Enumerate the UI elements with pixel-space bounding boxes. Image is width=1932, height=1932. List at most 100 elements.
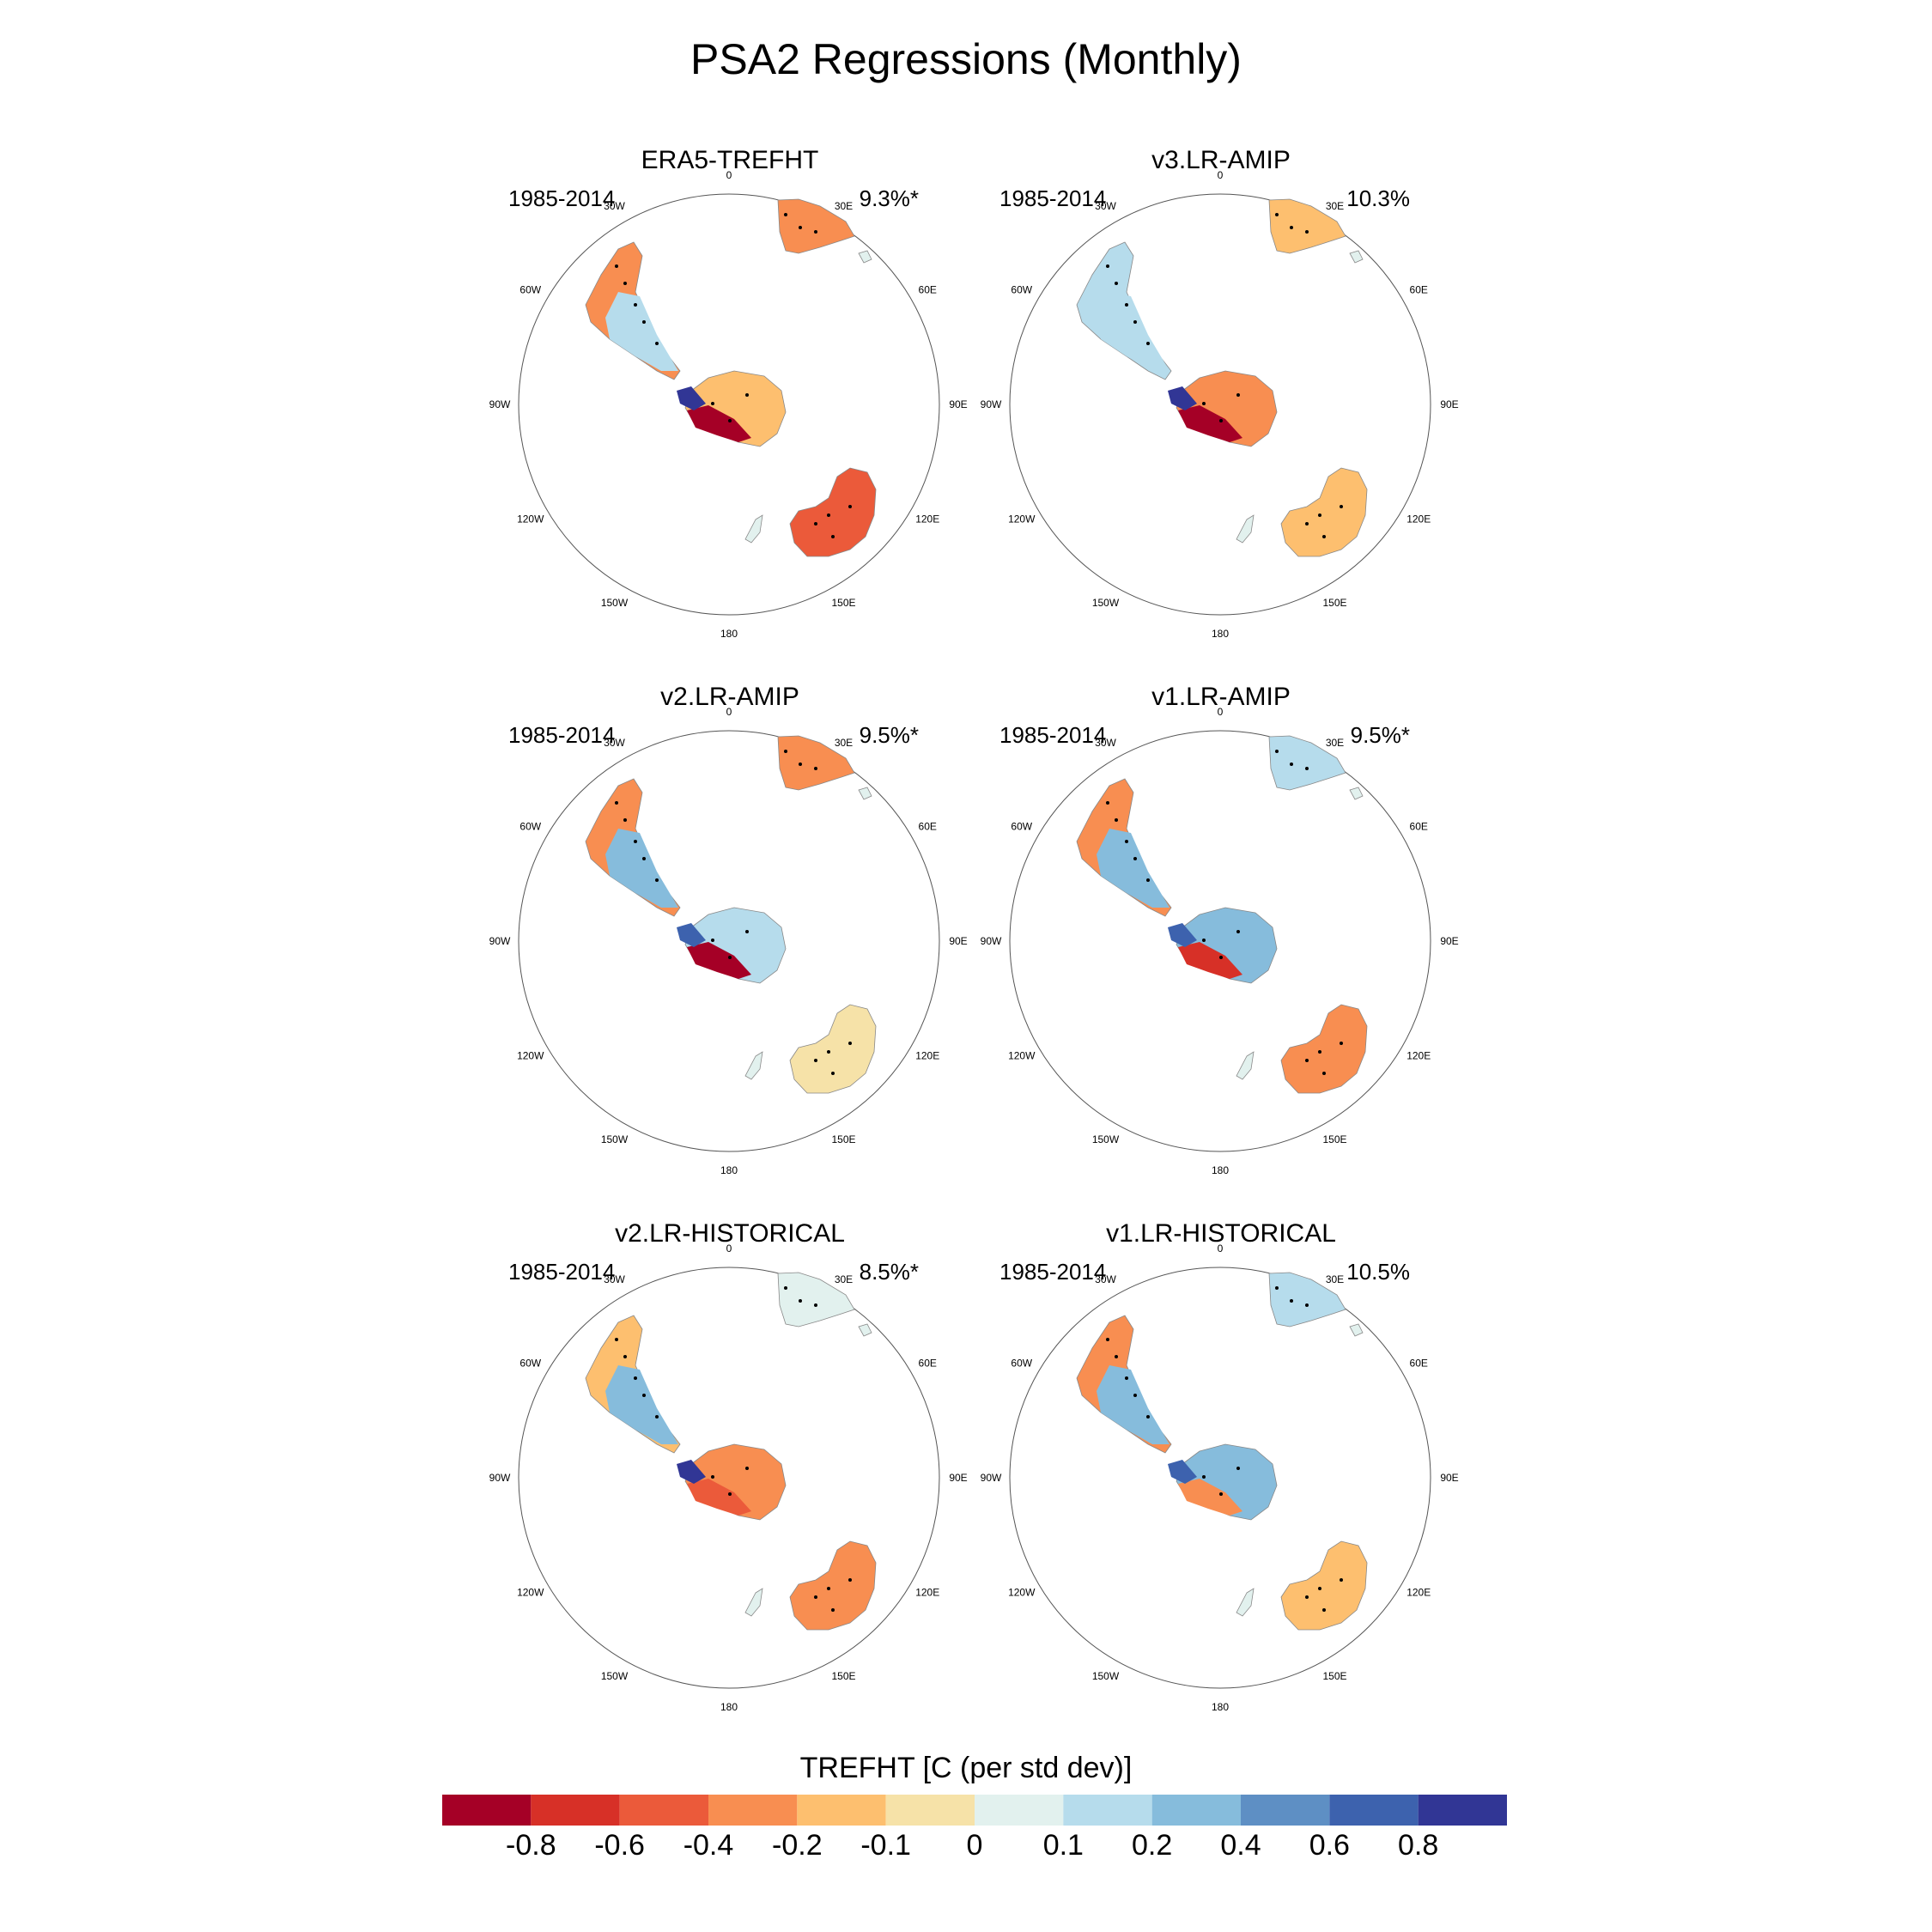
significance-dot (1340, 1578, 1343, 1582)
longitude-label: 90W (981, 935, 1002, 947)
significance-dot (728, 1492, 732, 1496)
significance-dot (1305, 522, 1309, 526)
significance-dot (1106, 1338, 1109, 1341)
significance-dot (642, 1394, 646, 1397)
significance-dot (1275, 1286, 1279, 1290)
significance-dot (728, 956, 732, 959)
panel-years: 1985-2014 (508, 1259, 616, 1285)
significance-dot (615, 801, 618, 805)
longitude-label: 120W (1008, 1050, 1036, 1062)
significance-dot (848, 1042, 852, 1045)
colorbar-swatch (1329, 1795, 1419, 1826)
significance-dot (831, 535, 835, 538)
new-zealand-region (744, 1588, 763, 1617)
longitude-label: 180 (720, 1164, 738, 1176)
longitude-label: 90E (1440, 1472, 1458, 1484)
significance-dot (814, 767, 817, 770)
map-group: 0 30E 60E 90E 120E 150E 180 150W 120W 90W 60W 30W (981, 706, 1459, 1176)
longitude-label: 30W (604, 737, 625, 749)
significance-dot (623, 818, 627, 822)
significance-dot (655, 342, 659, 345)
australia-region (1280, 1004, 1368, 1094)
madagascar-region (858, 1323, 872, 1337)
longitude-label: 0 (726, 1242, 732, 1255)
panel-v3-lr-amip: v3.LR-AMIP 1985-2014 10.3% 0 30E 60E 90E 120… (981, 146, 1461, 644)
longitude-label: 120E (915, 1050, 939, 1062)
west-antarctica-region (687, 405, 751, 442)
significance-dot (1340, 1042, 1343, 1045)
significance-dot (615, 1338, 618, 1341)
polar-map: 0 30E 60E 90E 120E 150E 180 150W 120W 90W 60W 30W (489, 1242, 968, 1713)
significance-dot (1340, 505, 1343, 508)
panel-percent: 10.3% (1346, 185, 1410, 211)
significance-dot (848, 1578, 852, 1582)
australia-region (1280, 467, 1368, 557)
longitude-label: 120W (1008, 513, 1036, 526)
map-group: 0 30E 60E 90E 120E 150E 180 150W 120W 90W 60W 30W (489, 1242, 968, 1713)
colorbar-tick-label: -0.2 (772, 1829, 823, 1862)
colorbar-swatch (1418, 1795, 1507, 1826)
significance-dot (814, 1595, 817, 1599)
antarctic-peninsula-region (677, 1460, 706, 1484)
longitude-label: 150W (1092, 597, 1120, 609)
longitude-label: 0 (1218, 706, 1224, 718)
significance-dot (1125, 1376, 1128, 1380)
longitude-label: 150W (601, 597, 629, 609)
significance-dot (634, 1376, 637, 1380)
colorbar-tick-label: 0 (966, 1829, 983, 1862)
significance-dot (1318, 1587, 1321, 1590)
colorbar-swatch (797, 1795, 886, 1826)
significance-dot (1322, 535, 1326, 538)
colorbar-swatch (1241, 1795, 1330, 1826)
significance-dot (1219, 956, 1223, 959)
panel-years: 1985-2014 (508, 185, 616, 211)
longitude-label: 150E (1322, 1133, 1346, 1145)
antarctic-peninsula-region (1168, 1460, 1197, 1484)
longitude-label: 120E (915, 1587, 939, 1599)
significance-dot (827, 1050, 830, 1054)
longitude-label: 150E (831, 1670, 855, 1682)
significance-dot (1219, 1492, 1223, 1496)
west-antarctica-region (687, 942, 751, 979)
significance-dot (814, 1303, 817, 1307)
panel-v1-lr-amip: v1.LR-AMIP 1985-2014 9.5%* 0 30E 60E 90E 120… (981, 683, 1461, 1181)
colorbar-swatch (531, 1795, 620, 1826)
madagascar-region (858, 787, 872, 800)
longitude-label: 0 (726, 706, 732, 718)
significance-dot (799, 1299, 802, 1303)
longitude-label: 120E (915, 513, 939, 526)
significance-dot (827, 1587, 830, 1590)
longitude-label: 120W (1008, 1587, 1036, 1599)
longitude-label: 60W (519, 1358, 541, 1370)
antarctic-peninsula-region (1168, 923, 1197, 947)
panel-title: v2.LR-AMIP (660, 683, 799, 711)
south-america-south-region (1097, 292, 1170, 371)
longitude-label: 0 (1218, 169, 1224, 181)
africa-region (777, 198, 855, 254)
significance-dot (655, 878, 659, 882)
longitude-label: 180 (720, 1701, 738, 1713)
west-antarctica-region (687, 1479, 751, 1516)
longitude-label: 90W (981, 398, 1002, 410)
longitude-label: 30E (835, 1273, 853, 1285)
madagascar-region (1349, 1323, 1364, 1337)
colorbar-swatch (619, 1795, 708, 1826)
significance-dot (1305, 1303, 1309, 1307)
colorbar-tick-label: 0.1 (1042, 1829, 1084, 1862)
polar-map: 0 30E 60E 90E 120E 150E 180 150W 120W 90W 60W 30W (489, 169, 968, 640)
significance-dot (1305, 1059, 1309, 1062)
panel-years: 1985-2014 (999, 722, 1107, 748)
significance-dot (1202, 402, 1206, 405)
significance-dot (784, 1286, 787, 1290)
polar-map: 0 30E 60E 90E 120E 150E 180 150W 120W 90W 60W 30W (981, 1242, 1459, 1713)
significance-dot (1106, 264, 1109, 268)
significance-dot (1133, 320, 1137, 324)
africa-region (1268, 735, 1346, 791)
map-group: 0 30E 60E 90E 120E 150E 180 150W 120W 90W 60W 30W (981, 1242, 1459, 1713)
new-zealand-region (1236, 1051, 1255, 1080)
significance-dot (1125, 840, 1128, 843)
longitude-label: 60W (519, 284, 541, 296)
west-antarctica-region (1178, 1479, 1242, 1516)
colorbar-tick-label: 0.4 (1220, 1829, 1261, 1862)
longitude-label: 150E (831, 597, 855, 609)
